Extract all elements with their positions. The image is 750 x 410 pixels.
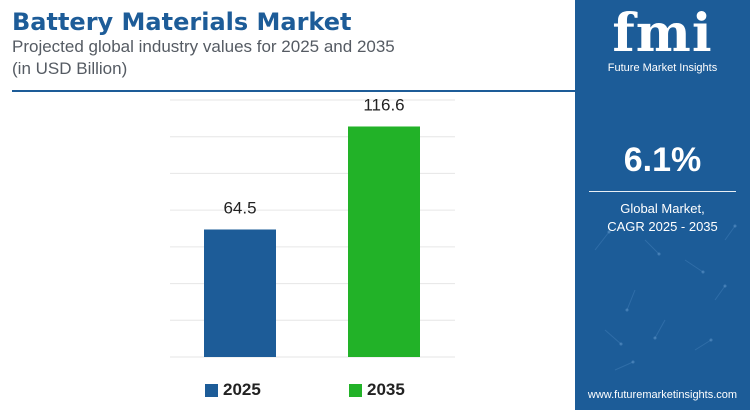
fmi-logo: fmi Future Market Insights (575, 3, 750, 75)
legend-label-2035: 2035 (367, 380, 405, 399)
cagr-label-line2: CAGR 2025 - 2035 (607, 219, 718, 234)
value-label-2035: 116.6 (363, 95, 404, 114)
bars (204, 126, 420, 357)
chart-panel: Battery Materials Market Projected globa… (12, 8, 575, 404)
logo-mark: fmi (612, 3, 713, 64)
chart-title: Battery Materials Market (12, 8, 352, 36)
chart-legend: 2025 2035 (205, 380, 465, 404)
chart-subtitle: Projected global industry values for 202… (12, 37, 395, 56)
logo-tagline: Future Market Insights (607, 62, 718, 74)
legend-swatch-2025 (205, 383, 218, 397)
legend-item-2035: 2035 (349, 380, 405, 400)
cagr-divider (589, 191, 736, 192)
bar-chart: 64.5 116.6 (170, 95, 455, 358)
chart-unit: (in USD Billion) (12, 59, 128, 78)
value-labels: 64.5 116.6 (223, 95, 404, 217)
bar-2035 (348, 126, 420, 357)
legend-label-2025: 2025 (223, 380, 261, 399)
info-panel: fmi Future Market Insights 6.1% Global M… (575, 0, 750, 410)
website-link[interactable]: www.futuremarketinsights.com (587, 389, 738, 401)
legend-item-2025: 2025 (205, 380, 261, 400)
value-label-2025: 64.5 (223, 198, 256, 217)
legend-swatch-2035 (349, 383, 362, 397)
cagr-label-line1: Global Market, (620, 201, 705, 216)
cagr-value: 6.1% (623, 141, 702, 179)
bar-2025 (204, 229, 276, 357)
title-divider (12, 90, 575, 92)
panel-texture (594, 224, 737, 371)
